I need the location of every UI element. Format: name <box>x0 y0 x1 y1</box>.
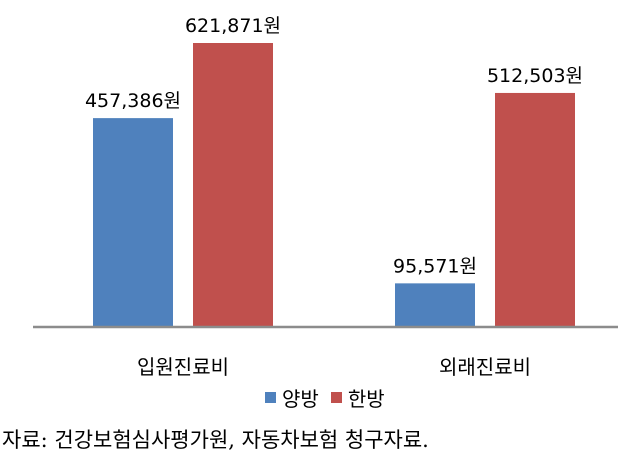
legend-swatch-hanbang <box>330 392 342 403</box>
legend-label-hanbang: 한방 <box>347 387 385 411</box>
bar-hanbang-0 <box>193 43 273 327</box>
legend: 양방 한방 <box>265 383 397 412</box>
data-label-yangbang-0: 457,386원 <box>85 90 181 112</box>
data-label-yangbang-1: 95,571원 <box>393 255 477 277</box>
source-note: 자료: 건강보험심사평가원, 자동차보험 청구자료. <box>2 428 429 452</box>
bar-chart: 457,386원 621,871원 95,571원 512,503원 입원진료비 외래진… <box>33 15 618 379</box>
category-label-0: 입원진료비 <box>137 355 229 379</box>
data-label-hanbang-1: 512,503원 <box>487 65 583 87</box>
bar-yangbang-0 <box>93 118 173 327</box>
legend-label-yangbang: 양방 <box>282 387 319 411</box>
category-label-1: 외래진료비 <box>439 355 531 379</box>
legend-item-yangbang: 양방 <box>265 383 319 412</box>
bar-yangbang-1 <box>395 283 475 327</box>
legend-swatch-yangbang <box>265 392 276 403</box>
legend-item-hanbang: 한방 <box>330 383 385 412</box>
bar-hanbang-1 <box>495 92 575 328</box>
data-label-hanbang-0: 621,871원 <box>185 15 281 37</box>
